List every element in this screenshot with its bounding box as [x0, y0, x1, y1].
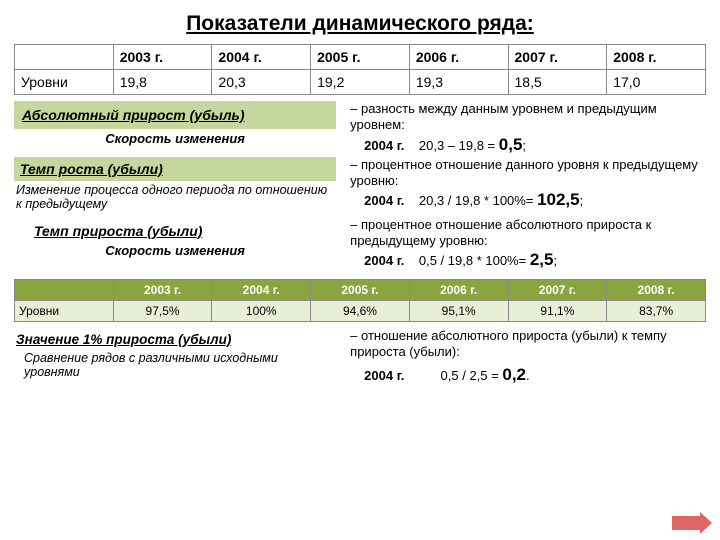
growth-rate-sub: Изменение процесса одного периода по отн… — [14, 181, 336, 215]
t2-v3: 94,6% — [311, 300, 410, 321]
one-percent-desc: – отношение абсолютного прироста (убыли)… — [350, 328, 706, 361]
one-percent-result: 0,2 — [502, 365, 526, 384]
increase-result: 2,5 — [530, 250, 554, 269]
val-2003: 19,8 — [113, 70, 212, 95]
t2-col-2005: 2005 г. — [311, 279, 410, 300]
increase-right-desc: – процентное отношение абсолютного приро… — [350, 217, 706, 250]
t2-col-2008: 2008 г. — [607, 279, 706, 300]
t2-v4: 95,1% — [409, 300, 508, 321]
growth-year: 2004 г. — [364, 193, 404, 208]
abs-right-desc: – разность между данным уровнем и предыд… — [350, 101, 706, 134]
row-label: Уровни — [15, 70, 114, 95]
increase-year: 2004 г. — [364, 253, 404, 268]
abs-speed-label: Скорость изменения — [14, 131, 336, 146]
growth-right-desc: – процентное отношение данного уровня к … — [350, 157, 706, 190]
val-2007: 18,5 — [508, 70, 607, 95]
increase-speed-label: Скорость изменения — [14, 243, 336, 258]
growth-suffix: ; — [580, 193, 584, 208]
next-arrow-icon[interactable] — [672, 516, 702, 530]
col-empty — [15, 45, 114, 70]
col-2006: 2006 г. — [409, 45, 508, 70]
col-2007: 2007 г. — [508, 45, 607, 70]
col-2008: 2008 г. — [607, 45, 706, 70]
t2-col-2006: 2006 г. — [409, 279, 508, 300]
growth-calc: 20,3 / 19,8 * 100%= — [419, 193, 534, 208]
increase-calc: 0,5 / 19,8 * 100%= — [419, 253, 526, 268]
t2-col-2007: 2007 г. — [508, 279, 607, 300]
val-2008: 17,0 — [607, 70, 706, 95]
abs-increase-label: Абсолютный прирост (убыль) — [14, 101, 336, 129]
t2-col-2004: 2004 г. — [212, 279, 311, 300]
one-percent-suffix: . — [526, 368, 530, 383]
abs-calc: 20,3 – 19,8 = — [419, 138, 495, 153]
table-levels: 2003 г. 2004 г. 2005 г. 2006 г. 2007 г. … — [14, 44, 706, 95]
t2-v6: 83,7% — [607, 300, 706, 321]
t2-v1: 97,5% — [113, 300, 212, 321]
t2-v2: 100% — [212, 300, 311, 321]
one-percent-calc: 0,5 / 2,5 = — [441, 368, 499, 383]
increase-suffix: ; — [553, 253, 557, 268]
t2-v5: 91,1% — [508, 300, 607, 321]
one-percent-year: 2004 г. — [364, 368, 404, 383]
col-2004: 2004 г. — [212, 45, 311, 70]
abs-suffix: ; — [522, 138, 526, 153]
increase-rate-label: Темп прироста (убыли) — [14, 217, 336, 241]
one-percent-sub: Сравнение рядов с различными исходными у… — [14, 349, 336, 381]
t2-col-2003: 2003 г. — [113, 279, 212, 300]
col-2003: 2003 г. — [113, 45, 212, 70]
val-2006: 19,3 — [409, 70, 508, 95]
one-percent-label: Значение 1% прироста (убыли) — [14, 328, 336, 349]
abs-year: 2004 г. — [364, 138, 404, 153]
col-2005: 2005 г. — [311, 45, 410, 70]
slide-title: Показатели динамического ряда: — [14, 12, 706, 36]
table-percent: 2003 г. 2004 г. 2005 г. 2006 г. 2007 г. … — [14, 279, 706, 322]
val-2005: 19,2 — [311, 70, 410, 95]
growth-result: 102,5 — [537, 190, 580, 209]
t2-col-empty — [15, 279, 114, 300]
val-2004: 20,3 — [212, 70, 311, 95]
t2-row-label: Уровни — [15, 300, 114, 321]
growth-rate-label: Темп роста (убыли) — [14, 157, 336, 181]
abs-result: 0,5 — [499, 135, 523, 154]
